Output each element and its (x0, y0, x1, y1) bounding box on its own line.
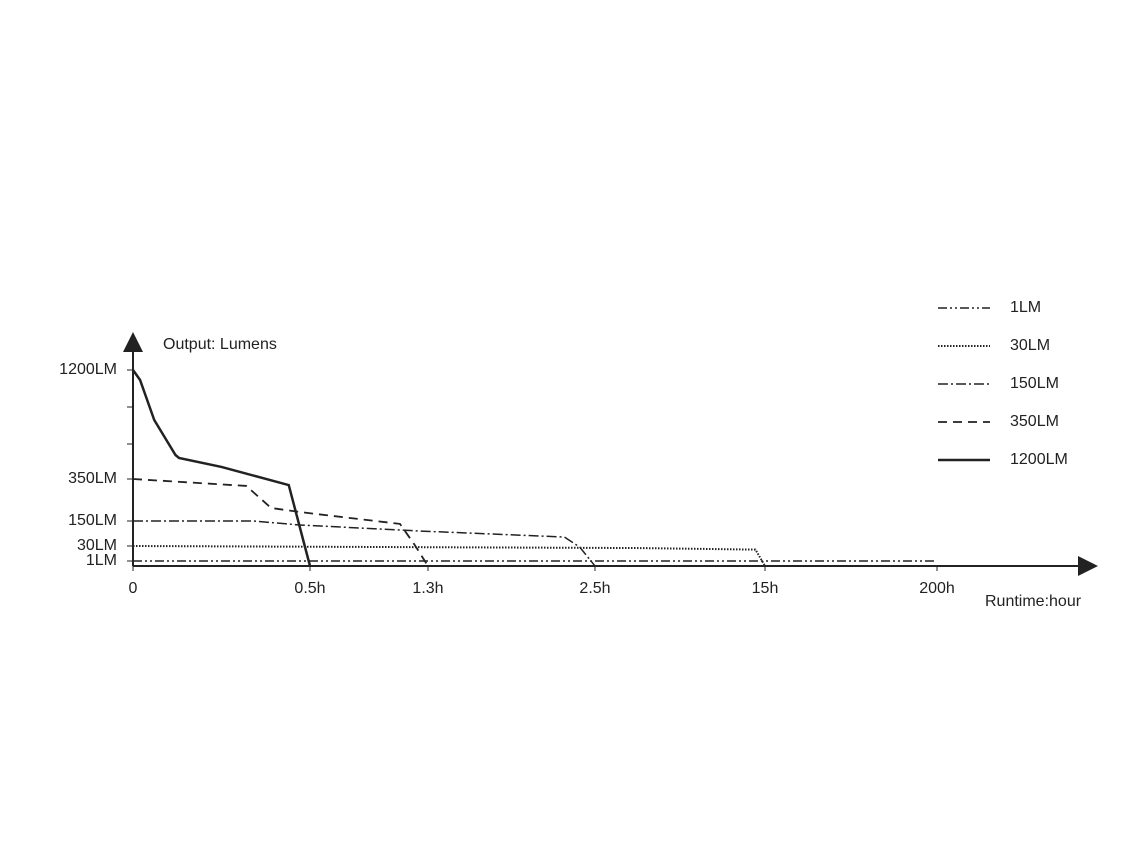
x-tick-label: 2.5h (579, 580, 610, 597)
legend-label: 30LM (1010, 337, 1050, 354)
series-line (132, 545, 766, 567)
x-tick-label: 200h (919, 580, 955, 597)
y-arrow (123, 332, 143, 352)
legend-label: 350LM (1010, 413, 1059, 430)
y-tick-label: 30LM (77, 537, 117, 554)
legend-label: 1LM (1010, 299, 1041, 316)
series-line (131, 369, 312, 567)
y-tick-label: 350LM (68, 470, 117, 487)
x-tick-label: 0 (129, 580, 138, 597)
x-axis-label: Runtime:hour (985, 593, 1082, 610)
x-tick-label: 15h (752, 580, 779, 597)
y-axis-label: Output: Lumens (163, 336, 277, 353)
x-tick-label: 0.5h (294, 580, 325, 597)
y-tick-label: 1200LM (59, 361, 117, 378)
series-line (133, 520, 596, 567)
x-arrow (1078, 556, 1098, 576)
legend-label: 150LM (1010, 375, 1059, 392)
series-line (132, 478, 429, 567)
x-tick-label: 1.3h (412, 580, 443, 597)
legend-label: 1200LM (1010, 451, 1068, 468)
y-tick-label: 150LM (68, 512, 117, 529)
y-tick-label: 1LM (86, 552, 117, 569)
